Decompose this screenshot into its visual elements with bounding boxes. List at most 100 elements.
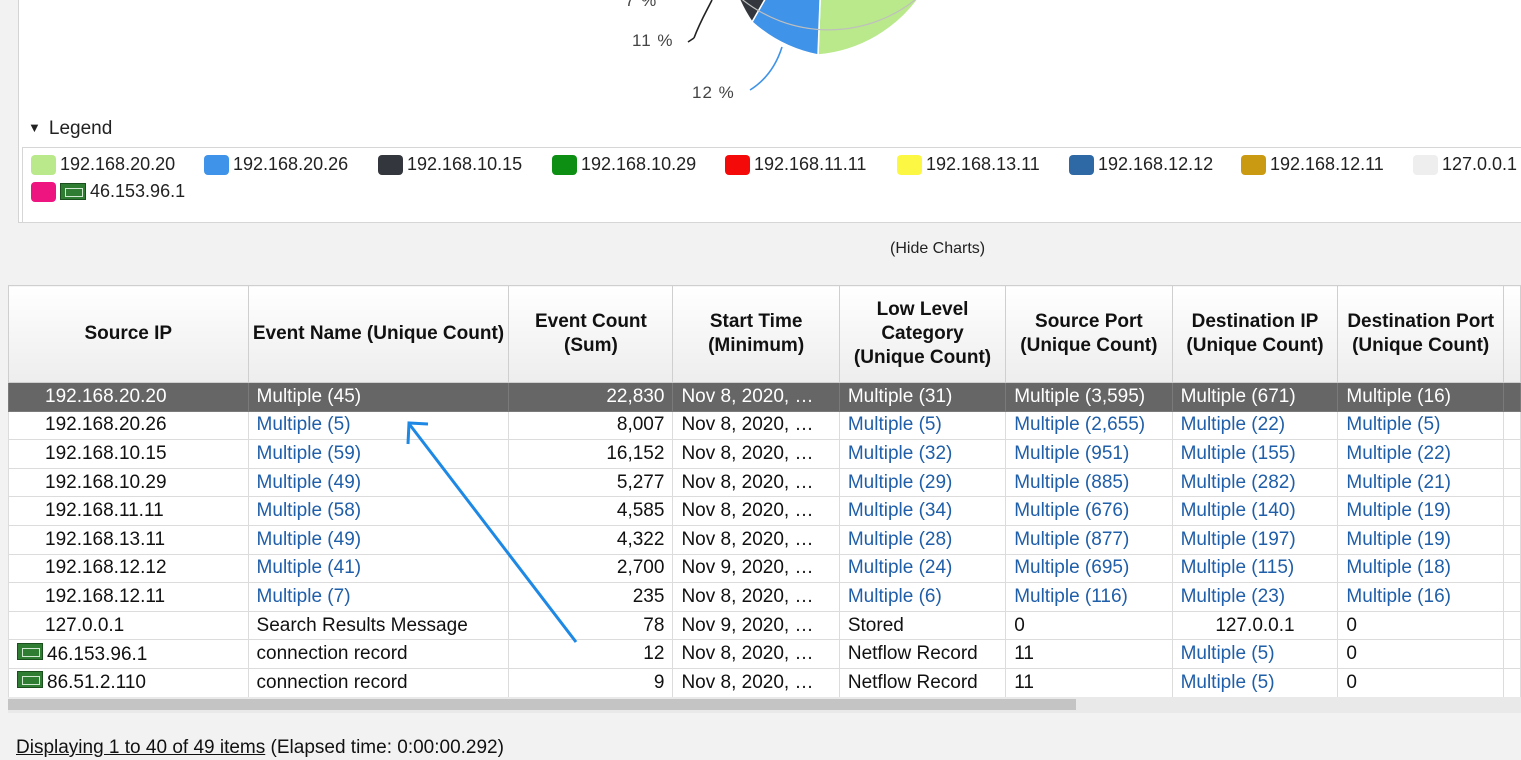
cell-destination-port[interactable]: Multiple (19) [1337, 496, 1504, 526]
status-bar: Displaying 1 to 40 of 49 items (Elapsed … [16, 737, 504, 759]
cell-destination-port[interactable]: Multiple (5) [1337, 410, 1504, 441]
cell-destination-ip[interactable]: Multiple (115) [1171, 553, 1339, 584]
cell-destination-ip[interactable]: Multiple (5) [1171, 667, 1339, 697]
legend-item[interactable]: 192.168.13.11 [897, 154, 1069, 175]
cell-event-name[interactable]: Multiple (5) [247, 410, 510, 441]
cell-destination-port[interactable]: Multiple (16) [1337, 382, 1504, 412]
legend-swatch [1241, 154, 1266, 175]
cell-destination-ip[interactable]: Multiple (671) [1171, 382, 1339, 412]
table-row[interactable]: 192.168.13.11 Multiple (49) 4,322 Nov 8,… [8, 524, 1521, 555]
cell-destination-port[interactable]: Multiple (21) [1337, 467, 1504, 498]
table-row[interactable]: 192.168.10.15 Multiple (59) 16,152 Nov 8… [8, 439, 1521, 469]
cell-destination-ip[interactable]: Multiple (23) [1171, 582, 1339, 612]
column-header-low-level-category[interactable]: Low Level Category (Unique Count) [838, 285, 1007, 383]
table-row[interactable]: 192.168.12.11 Multiple (7) 235 Nov 8, 20… [8, 582, 1521, 612]
table-row[interactable]: 192.168.11.11 Multiple (58) 4,585 Nov 8,… [8, 496, 1521, 526]
pie-slice-192-168-20-20[interactable] [817, 0, 921, 56]
cell-event-count: 22,830 [508, 382, 674, 412]
cell-event-name[interactable]: Multiple (49) [247, 524, 510, 555]
column-header-event-count[interactable]: Event Count (Sum) [508, 285, 674, 383]
column-header-start-time[interactable]: Start Time (Minimum) [672, 285, 840, 383]
table-row[interactable]: 192.168.12.12 Multiple (41) 2,700 Nov 9,… [8, 553, 1521, 584]
cell-category[interactable]: Multiple (29) [838, 467, 1007, 498]
cell-source-port[interactable]: Multiple (676) [1005, 496, 1173, 526]
cell-destination-port[interactable]: Multiple (22) [1337, 439, 1504, 469]
cell-event-name: Search Results Message [247, 610, 510, 641]
cell-destination-ip[interactable]: Multiple (282) [1171, 467, 1339, 498]
cell-source-port[interactable]: Multiple (951) [1005, 439, 1173, 469]
cell-destination-port[interactable]: Multiple (19) [1337, 524, 1504, 555]
legend-item[interactable]: 192.168.10.29 [552, 154, 725, 175]
cell-event-count: 235 [508, 582, 674, 612]
legend-label: 192.168.11.11 [754, 154, 867, 174]
cell-source-port[interactable]: Multiple (2,655) [1005, 410, 1173, 441]
legend-item[interactable]: 192.168.11.11 [725, 154, 897, 175]
cell-event-name[interactable]: Multiple (45) [247, 382, 510, 412]
table-row[interactable]: 192.168.10.29 Multiple (49) 5,277 Nov 8,… [8, 467, 1521, 498]
column-header-destination-port[interactable]: Destination Port (Unique Count) [1337, 285, 1504, 383]
cell-source-ip-text: 86.51.2.110 [47, 672, 146, 694]
cell-source-port[interactable]: Multiple (885) [1005, 467, 1173, 498]
column-header-event-name[interactable]: Event Name (Unique Count) [247, 285, 510, 383]
legend-row-1: 192.168.20.20 192.168.20.26 192.168.10.1… [31, 154, 1521, 175]
legend-label: 192.168.12.11 [1270, 154, 1384, 174]
cell-destination-port[interactable]: Multiple (16) [1337, 582, 1504, 612]
cell-destination-ip[interactable]: Multiple (140) [1171, 496, 1339, 526]
table-row[interactable]: 127.0.0.1 Search Results Message 78 Nov … [8, 610, 1521, 641]
table-row[interactable]: 46.153.96.1 connection record 12 Nov 8, … [8, 639, 1521, 669]
table-row[interactable]: 192.168.20.26 Multiple (5) 8,007 Nov 8, … [8, 410, 1521, 441]
cell-source-port[interactable]: Multiple (116) [1005, 582, 1173, 612]
table-row[interactable]: 86.51.2.110 connection record 9 Nov 8, 2… [8, 667, 1521, 697]
legend-item[interactable]: 192.168.12.11 [1241, 154, 1413, 175]
cell-event-name[interactable]: Multiple (59) [247, 439, 510, 469]
cell-source-ip: 192.168.11.11 [8, 496, 249, 526]
cell-destination-port[interactable]: Multiple (18) [1337, 553, 1504, 584]
cell-event-count: 78 [508, 610, 674, 641]
legend-item[interactable]: 192.168.20.26 [204, 154, 378, 175]
cell-event-name[interactable]: Multiple (49) [247, 467, 510, 498]
horizontal-scrollbar[interactable] [8, 697, 1521, 713]
legend-toggle[interactable]: ▼ Legend [28, 118, 112, 140]
cell-event-name[interactable]: Multiple (7) [247, 582, 510, 612]
cell-destination-ip[interactable]: Multiple (5) [1171, 639, 1339, 669]
cell-destination-ip[interactable]: Multiple (155) [1171, 439, 1339, 469]
legend-item[interactable]: 46.153.96.1 [31, 181, 185, 202]
cell-category[interactable]: Multiple (5) [838, 410, 1007, 441]
legend-item[interactable]: 192.168.12.12 [1069, 154, 1241, 175]
cell-source-port[interactable]: Multiple (3,595) [1005, 382, 1173, 412]
legend-swatch [378, 154, 403, 175]
cell-source-port[interactable]: Multiple (695) [1005, 553, 1173, 584]
cell-category[interactable]: Multiple (31) [838, 382, 1007, 412]
cell-source-ip: 192.168.12.12 [8, 553, 249, 584]
flag-icon [17, 671, 43, 689]
legend-box: 192.168.20.20 192.168.20.26 192.168.10.1… [22, 147, 1521, 223]
cell-category[interactable]: Multiple (32) [838, 439, 1007, 469]
pie-slice-192-168-20-26[interactable] [751, 0, 824, 56]
column-header-source-ip[interactable]: Source IP [8, 285, 249, 383]
cell-category[interactable]: Multiple (28) [838, 524, 1007, 555]
cell-category[interactable]: Multiple (24) [838, 553, 1007, 584]
pie-slice-192-168-10-15[interactable] [738, 0, 824, 24]
legend-swatch [897, 154, 922, 175]
table-row[interactable]: 192.168.20.20 Multiple (45) 22,830 Nov 8… [8, 382, 1521, 412]
pct-label-11: 11 % [632, 31, 674, 50]
column-header-destination-ip[interactable]: Destination IP (Unique Count) [1171, 285, 1339, 383]
cell-destination-port: 0 [1337, 639, 1504, 669]
legend-item[interactable]: 127.0.0.1 [1413, 154, 1521, 175]
cell-event-name[interactable]: Multiple (41) [247, 553, 510, 584]
cell-source-port: 11 [1005, 667, 1173, 697]
legend-label: 192.168.20.20 [60, 154, 176, 174]
cell-source-port[interactable]: Multiple (877) [1005, 524, 1173, 555]
cell-destination-ip[interactable]: Multiple (197) [1171, 524, 1339, 555]
scrollbar-thumb[interactable] [8, 699, 1076, 710]
cell-event-name[interactable]: Multiple (58) [247, 496, 510, 526]
cell-category[interactable]: Multiple (34) [838, 496, 1007, 526]
cell-destination-port: 0 [1337, 610, 1504, 641]
cell-destination-ip[interactable]: Multiple (22) [1171, 410, 1339, 441]
legend-item[interactable]: 192.168.20.20 [31, 154, 204, 175]
leader-line-11 [687, 37, 695, 43]
cell-category[interactable]: Multiple (6) [838, 582, 1007, 612]
hide-charts-link[interactable]: (Hide Charts) [890, 240, 986, 257]
legend-item[interactable]: 192.168.10.15 [378, 154, 552, 175]
column-header-source-port[interactable]: Source Port (Unique Count) [1005, 285, 1173, 383]
